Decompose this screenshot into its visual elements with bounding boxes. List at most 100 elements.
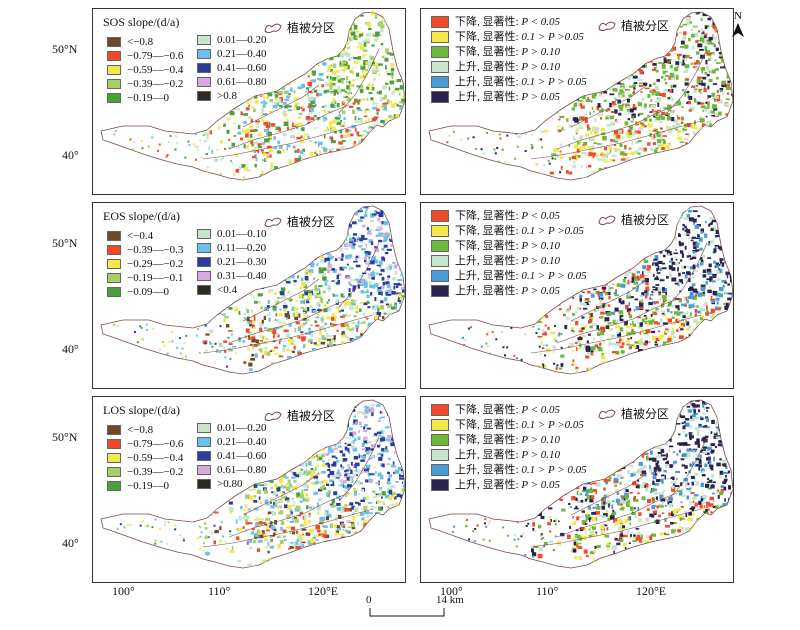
legend-entry: 0.61—0.80 — [197, 75, 267, 89]
legend-swatch — [107, 231, 121, 242]
zone-boundary — [570, 84, 648, 128]
legend-column-2: 0.01—0.10 0.11—0.20 0.21—0.30 0.31—0.40 <0.4 — [197, 227, 267, 297]
zone-boundary — [556, 104, 678, 150]
legend-label: −0.39—−0.2 — [127, 78, 184, 90]
legend-label: −0.19—0 — [127, 92, 169, 104]
legend-title: EOS slope/(d/a) — [103, 209, 180, 223]
legend-swatch — [197, 285, 211, 296]
legend-entry: −0.59—−0.4 — [107, 451, 183, 465]
legend-label: 下降, 显著性: 0.1 > P >0.05 — [455, 31, 584, 43]
legend-entry: −0.39—−0.2 — [107, 77, 183, 91]
legend-swatch — [197, 91, 211, 102]
legend-label: −0.09—0 — [127, 286, 169, 298]
legend-entry: 0.21—0.40 — [197, 435, 267, 449]
legend-entry: 上升, 显著性: P > 0.05 — [431, 284, 587, 299]
legend-entry: 上升, 显著性: 0.1 > P > 0.05 — [431, 269, 587, 284]
legend-swatch — [197, 35, 211, 46]
legend-label: −0.29—−0.2 — [127, 258, 184, 270]
legend-swatch — [431, 449, 449, 462]
zone-legend: 植被分区 — [597, 17, 669, 34]
legend-entry: −0.59—−0.4 — [107, 63, 183, 77]
legend-entry: 下降, 显著性: P > 0.10 — [431, 45, 587, 60]
legend-swatch — [431, 16, 449, 29]
legend-column-2: 0.01—0.20 0.21—0.40 0.41—0.60 0.61—0.80 >0.8 — [197, 33, 267, 103]
legend-swatch — [431, 91, 449, 104]
legend-entry: 下降, 显著性: P > 0.10 — [431, 239, 587, 254]
zone-boundary-icon — [598, 215, 616, 225]
zone-legend-label: 植被分区 — [287, 215, 336, 229]
legend-swatch — [107, 287, 121, 298]
legend-label: 上升, 显著性: 0.1 > P > 0.05 — [455, 76, 587, 88]
map-canvas — [428, 11, 733, 181]
legend-label: <−0.8 — [127, 36, 154, 48]
north-label: N — [734, 10, 742, 22]
legend-entry: −0.79—−0.6 — [107, 49, 183, 63]
legend-entry: 0.01—0.20 — [197, 33, 267, 47]
zone-boundary-icon — [598, 21, 616, 31]
legend-entry: 0.01—0.10 — [197, 227, 267, 241]
map-canvas — [428, 205, 733, 375]
legend-label: <−0.8 — [127, 424, 154, 436]
legend-label: 下降, 显著性: P > 0.10 — [455, 46, 561, 58]
legend-label: >0.8 — [217, 90, 237, 102]
zone-legend-label: 植被分区 — [287, 21, 336, 35]
zone-legend: 植被分区 — [597, 405, 669, 422]
legend-swatch — [107, 37, 121, 48]
legend-label: −0.39—−0.3 — [127, 244, 184, 256]
legend-entry: −0.29—−0.2 — [107, 257, 183, 271]
legend-entry: 下降, 显著性: 0.1 > P >0.05 — [431, 224, 587, 239]
zone-boundary — [570, 278, 648, 322]
legend-entry: −0.39—−0.3 — [107, 243, 183, 257]
zone-legend: 植被分区 — [263, 407, 335, 424]
legend-entry: −0.79—−0.6 — [107, 437, 183, 451]
legend-label: 下降, 显著性: P < 0.05 — [455, 404, 561, 416]
zone-boundary-icon — [598, 409, 616, 419]
region-outline — [100, 205, 405, 375]
scale-line — [369, 608, 445, 617]
legend-swatch — [431, 61, 449, 74]
legend-entry: >0.8 — [197, 89, 267, 103]
legend-entry: 上升, 显著性: P > 0.10 — [431, 254, 587, 269]
legend-entry: >0.80 — [197, 477, 267, 491]
longitude-label: 110° — [208, 584, 231, 598]
legend-swatch — [197, 423, 211, 434]
legend-entry: <−0.8 — [107, 423, 183, 437]
legend-label: <0.4 — [217, 284, 237, 296]
legend-label: >0.80 — [217, 478, 243, 490]
legend-swatch — [197, 77, 211, 88]
legend-entry: 0.11—0.20 — [197, 241, 267, 255]
legend-entry: 0.21—0.40 — [197, 47, 267, 61]
slope-map-panel-1: SOS slope/(d/a) <−0.8 −0.79—−0.6 −0.59—−0.4… — [92, 8, 406, 195]
legend-swatch — [107, 79, 121, 90]
legend-entry: 下降, 显著性: 0.1 > P >0.05 — [431, 418, 587, 433]
legend-label: 上升, 显著性: P > 0.10 — [455, 449, 561, 461]
legend-label: 0.01—0.20 — [217, 422, 267, 434]
legend-label: −0.79—−0.6 — [127, 438, 184, 450]
legend-swatch — [431, 76, 449, 89]
zone-boundary — [556, 492, 678, 538]
legend-label: 下降, 显著性: 0.1 > P >0.05 — [455, 225, 584, 237]
zone-boundary-icon — [264, 217, 282, 227]
legend-label: −0.19—0 — [127, 480, 169, 492]
zone-legend: 植被分区 — [263, 19, 335, 36]
significance-map-panel-2: 下降, 显著性: P < 0.05 下降, 显著性: 0.1 > P >0.05 下… — [420, 202, 734, 389]
legend-swatch — [431, 419, 449, 432]
significance-map-panel-3: 下降, 显著性: P < 0.05 下降, 显著性: 0.1 > P >0.05 下… — [420, 396, 734, 583]
scale-start-label: 0 — [366, 594, 372, 606]
legend-entry: 0.21—0.30 — [197, 255, 267, 269]
zone-boundary — [228, 492, 350, 538]
latitude-label-50n: 50°N — [52, 236, 78, 250]
legend-entry: −0.09—0 — [107, 285, 183, 299]
zone-boundary — [338, 48, 380, 114]
legend-column-1: <−0.4 −0.39—−0.3 −0.29—−0.2 −0.19—−0.1 −0.09… — [107, 229, 183, 299]
north-arrow: N — [730, 10, 746, 41]
legend-label: −0.59—−0.4 — [127, 64, 184, 76]
legend-swatch — [197, 271, 211, 282]
legend-swatch — [197, 49, 211, 60]
legend-swatch — [197, 63, 211, 74]
slope-map-panel-3: LOS slope/(d/a) <−0.8 −0.79—−0.6 −0.59—−0.4… — [92, 396, 406, 583]
zone-legend: 植被分区 — [263, 213, 335, 230]
scale-end-label: 14 km — [436, 594, 464, 606]
zone-boundary — [202, 508, 374, 548]
significance-legend: 下降, 显著性: P < 0.05 下降, 显著性: 0.1 > P >0.05 下… — [431, 403, 587, 493]
